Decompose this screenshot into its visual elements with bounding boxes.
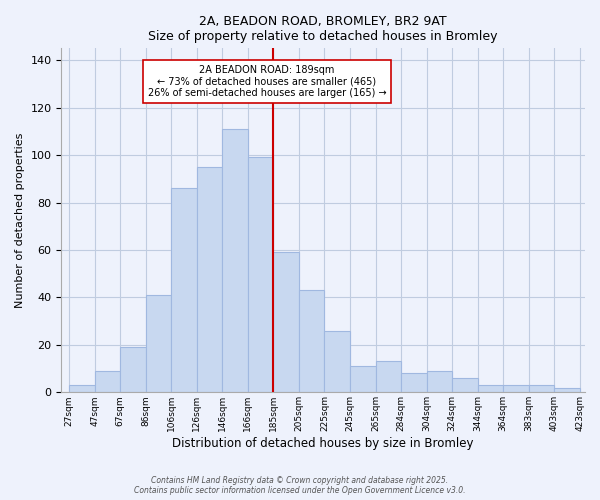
- Text: Contains HM Land Registry data © Crown copyright and database right 2025.
Contai: Contains HM Land Registry data © Crown c…: [134, 476, 466, 495]
- Bar: [350, 366, 376, 392]
- Y-axis label: Number of detached properties: Number of detached properties: [15, 132, 25, 308]
- Bar: [452, 378, 478, 392]
- Bar: [401, 374, 427, 392]
- Bar: [248, 158, 274, 392]
- Bar: [299, 290, 325, 392]
- Bar: [554, 388, 580, 392]
- Bar: [197, 167, 223, 392]
- Bar: [223, 129, 248, 392]
- Bar: [95, 371, 120, 392]
- Bar: [120, 347, 146, 393]
- Bar: [171, 188, 197, 392]
- X-axis label: Distribution of detached houses by size in Bromley: Distribution of detached houses by size …: [172, 437, 474, 450]
- Bar: [427, 371, 452, 392]
- Bar: [478, 385, 503, 392]
- Text: 2A BEADON ROAD: 189sqm
← 73% of detached houses are smaller (465)
26% of semi-de: 2A BEADON ROAD: 189sqm ← 73% of detached…: [148, 65, 386, 98]
- Bar: [529, 385, 554, 392]
- Title: 2A, BEADON ROAD, BROMLEY, BR2 9AT
Size of property relative to detached houses i: 2A, BEADON ROAD, BROMLEY, BR2 9AT Size o…: [148, 15, 498, 43]
- Bar: [503, 385, 529, 392]
- Bar: [376, 362, 401, 392]
- Bar: [146, 295, 171, 392]
- Bar: [274, 252, 299, 392]
- Bar: [325, 330, 350, 392]
- Bar: [69, 385, 95, 392]
